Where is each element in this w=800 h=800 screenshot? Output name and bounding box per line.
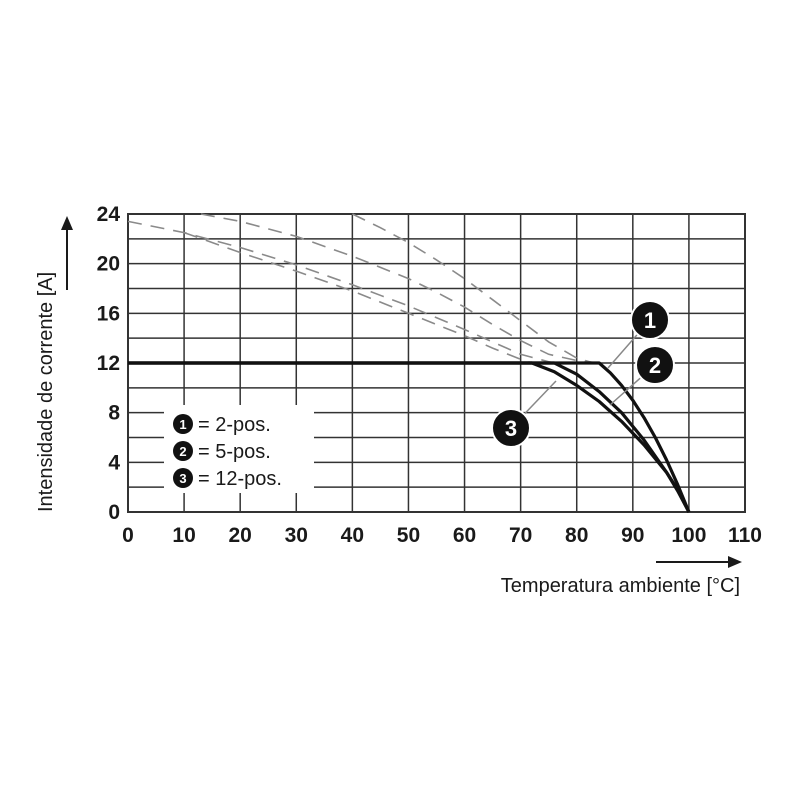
x-tick-label: 10 <box>172 524 195 547</box>
x-tick-label: 70 <box>509 524 532 547</box>
callout-number-1: 1 <box>644 308 656 333</box>
derating-curves <box>128 361 691 513</box>
y-tick-label: 0 <box>108 501 120 524</box>
x-axis-arrowhead <box>728 556 742 568</box>
y-tick-label: 8 <box>108 402 120 425</box>
callout-badge-1 <box>630 300 670 340</box>
x-tick-label: 0 <box>122 524 134 547</box>
dashed-curve-1 <box>200 213 600 364</box>
legend-badge-number: 3 <box>179 471 186 486</box>
legend: 1 = 2-pos. 2 = 5-pos. 3 = 12-pos. <box>164 405 314 493</box>
legend-badge-number: 1 <box>179 417 186 432</box>
x-tick-label: 110 <box>728 524 762 547</box>
y-tick-label: 12 <box>97 352 120 375</box>
x-tick-label: 30 <box>285 524 308 547</box>
legend-label: = 2-pos. <box>198 414 271 436</box>
callout-badge-3 <box>491 408 531 448</box>
y-tick-label: 24 <box>97 203 121 226</box>
dashed-curves <box>127 213 600 364</box>
y-axis-title: Intensidade de corrente [A] <box>35 272 57 512</box>
dashed-curve-2 <box>127 220 555 364</box>
y-axis-arrowhead <box>61 216 73 230</box>
legend-label: = 12-pos. <box>198 468 282 490</box>
x-tick-label: 20 <box>229 524 252 547</box>
derating-curve-3 <box>128 361 691 513</box>
x-tick-label: 80 <box>565 524 588 547</box>
derating-curve-1 <box>128 361 691 513</box>
callout-badge-2 <box>635 345 675 385</box>
y-tick-labels: 0 4 8 12 16 20 24 <box>97 203 121 524</box>
legend-badge-number: 2 <box>179 444 186 459</box>
dashed-curve-3 <box>183 231 533 364</box>
legend-badge-2 <box>173 441 193 461</box>
dashed-curve-top <box>352 213 594 364</box>
callout-number-2: 2 <box>649 353 661 378</box>
x-tick-labels: 0 10 20 30 40 50 60 70 80 90 100 110 <box>122 524 762 547</box>
legend-badge-3 <box>173 468 193 488</box>
callout-number-3: 3 <box>505 416 517 441</box>
x-tick-label: 90 <box>621 524 644 547</box>
x-tick-label: 50 <box>397 524 420 547</box>
curve-callouts: 1 2 3 <box>491 300 675 448</box>
legend-badge-1 <box>173 414 193 434</box>
x-tick-label: 100 <box>671 524 706 547</box>
legend-label: = 5-pos. <box>198 441 271 463</box>
y-tick-label: 20 <box>97 253 120 276</box>
x-tick-label: 60 <box>453 524 476 547</box>
y-tick-label: 4 <box>108 451 120 474</box>
y-tick-label: 16 <box>97 302 120 325</box>
x-tick-label: 40 <box>341 524 364 547</box>
x-axis-title: Temperatura ambiente [°C] <box>501 575 740 597</box>
